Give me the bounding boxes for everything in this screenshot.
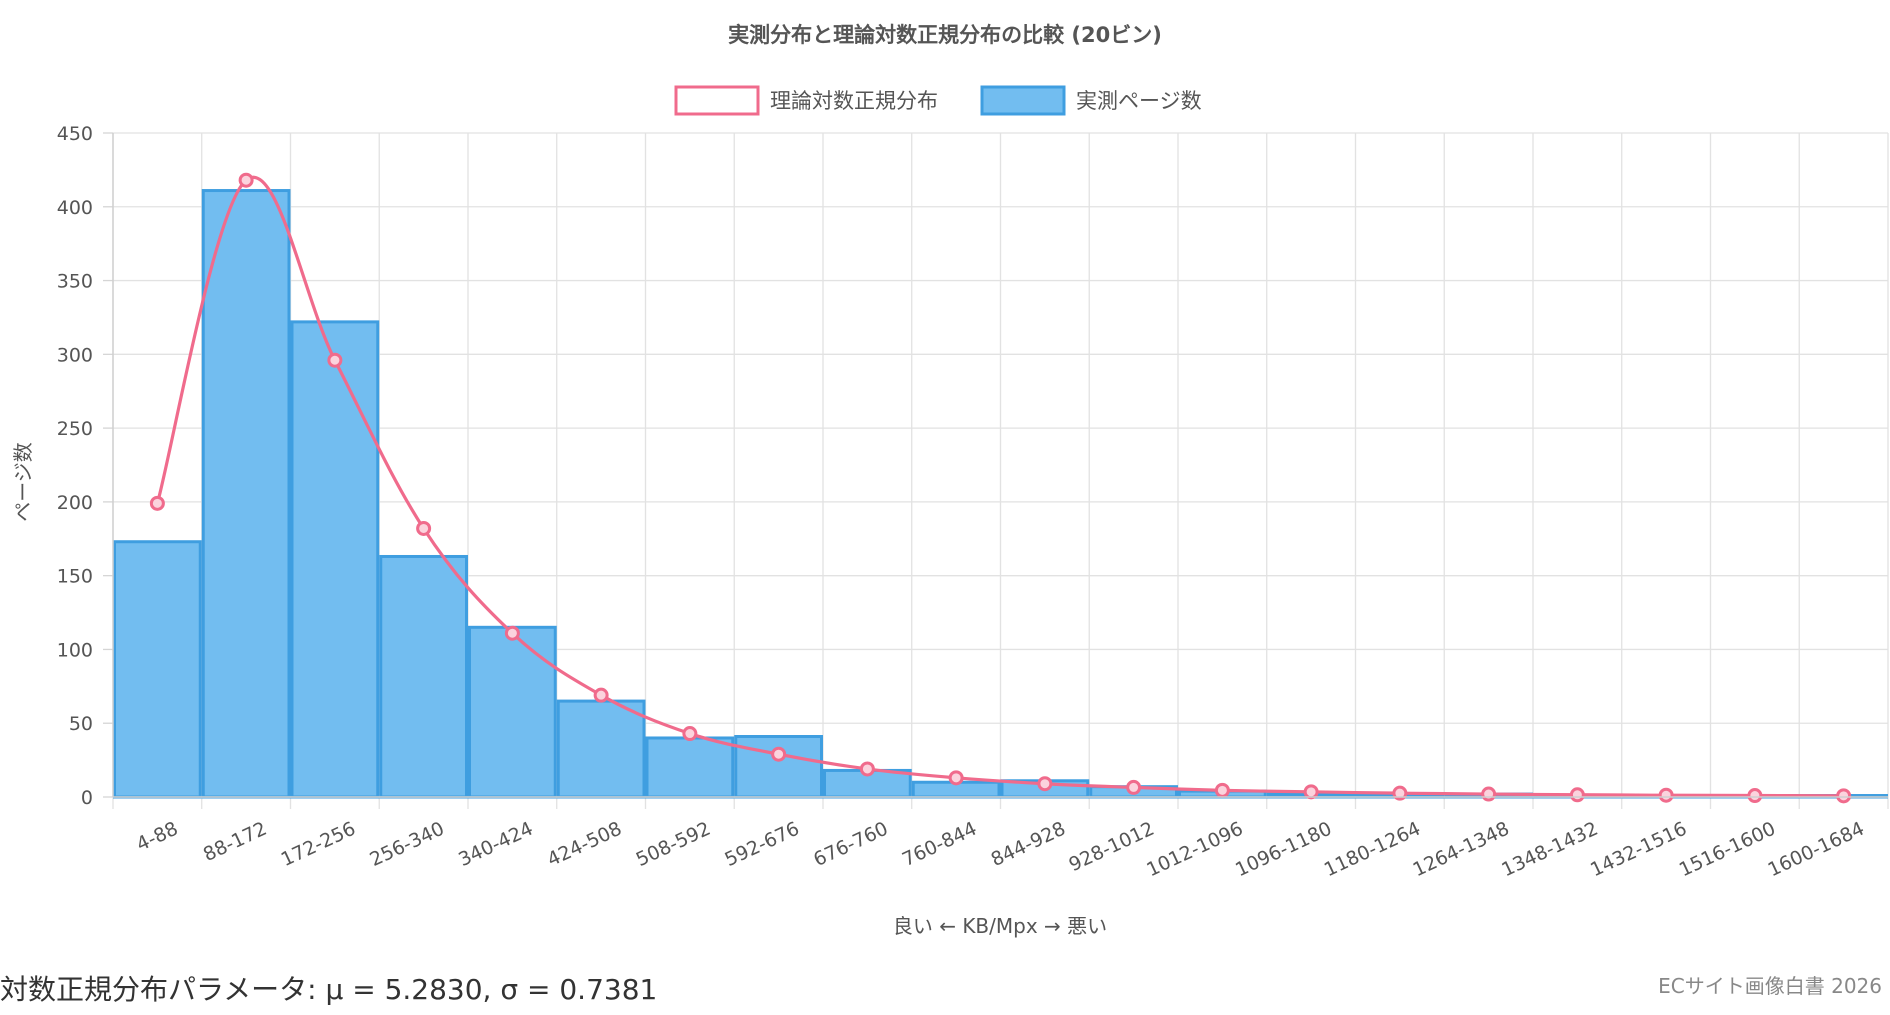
x-tick-label: 508-592 [633,818,714,871]
bar-4-88[interactable] [113,540,202,799]
y-tick-label: 400 [57,197,93,219]
x-tick-label: 1096-1180 [1232,818,1335,882]
x-tick-label: 1180-1264 [1321,818,1424,882]
bar-592-676[interactable] [734,735,823,799]
legend-label-bar: 実測ページ数 [1076,89,1202,113]
x-tick-label: 1600-1684 [1765,818,1868,882]
y-tick-label: 450 [57,123,93,145]
point-1516-1600[interactable] [1747,788,1763,804]
point-424-508[interactable] [593,687,609,703]
point-256-340[interactable] [416,520,432,536]
point-1600-1684[interactable] [1836,788,1852,804]
point-4-88[interactable] [149,495,165,511]
point-1348-1432[interactable] [1569,787,1585,803]
credit: ECサイト画像白書 2026 [1658,974,1882,998]
bar-424-508[interactable] [556,699,646,799]
y-tick-label: 250 [57,418,93,440]
y-tick-label: 150 [57,566,93,588]
x-axis-title: 良い ← KB/Mpx → 悪い [893,914,1107,938]
point-1096-1180[interactable] [1303,784,1319,800]
x-tick-label: 760-844 [899,818,980,871]
y-tick-label: 50 [69,713,93,735]
x-tick-label: 844-928 [988,818,1069,871]
y-tick-label: 0 [81,787,93,809]
point-1180-1264[interactable] [1392,785,1408,801]
x-tick-label: 4-88 [133,818,181,856]
y-tick-label: 350 [57,271,93,293]
y-tick-label: 100 [57,639,93,661]
point-760-844[interactable] [948,770,964,786]
x-tick-label: 172-256 [278,818,359,871]
bar-172-256[interactable] [290,320,380,799]
x-tick-label: 1516-1600 [1676,818,1779,882]
x-tick-label: 88-172 [200,818,270,866]
point-592-676[interactable] [771,746,787,762]
bar-340-424[interactable] [468,625,557,799]
point-88-172[interactable] [238,172,254,188]
point-1264-1348[interactable] [1481,786,1497,802]
y-axis-title: ページ数 [11,442,35,522]
legend-item-line[interactable]: 理論対数正規分布 [674,85,938,116]
point-172-256[interactable] [327,352,343,368]
x-tick-label: 1264-1348 [1410,818,1513,882]
x-tick-label: 256-340 [366,818,447,871]
x-tick-label: 676-760 [810,818,891,871]
y-tick-label: 300 [57,344,93,366]
legend-item-bar[interactable]: 実測ページ数 [980,85,1202,116]
bar-256-340[interactable] [379,554,468,799]
theoretical-curve [155,175,1844,798]
x-tick-label: 928-1012 [1066,818,1158,877]
line-series [149,172,1852,804]
legend-swatch-line [674,85,760,116]
legend-swatch-bar [980,85,1066,116]
point-1432-1516[interactable] [1658,787,1674,803]
point-1012-1096[interactable] [1214,782,1230,798]
point-928-1012[interactable] [1126,779,1142,795]
bar-508-592[interactable] [645,736,735,799]
x-tick-label: 1012-1096 [1143,818,1246,882]
point-676-760[interactable] [859,761,875,777]
legend-label-line: 理論対数正規分布 [770,89,938,113]
y-tick-label: 200 [57,492,93,514]
distribution-parameters: 対数正規分布パラメータ: μ = 5.2830, σ = 0.7381 [0,973,658,1006]
x-tick-label: 592-676 [721,818,802,871]
x-tick-label: 1432-1516 [1587,818,1690,882]
legend[interactable]: 理論対数正規分布 実測ページ数 [674,85,1202,116]
x-tick-label: 1348-1432 [1498,818,1601,882]
chart-title: 実測分布と理論対数正規分布の比較 (20ビン) [728,23,1162,47]
point-508-592[interactable] [682,726,698,742]
x-tick-label: 340-424 [455,818,536,871]
x-tick-label: 424-508 [544,818,625,871]
point-340-424[interactable] [504,625,520,641]
bar-88-172[interactable] [201,189,291,799]
point-844-928[interactable] [1037,776,1053,792]
